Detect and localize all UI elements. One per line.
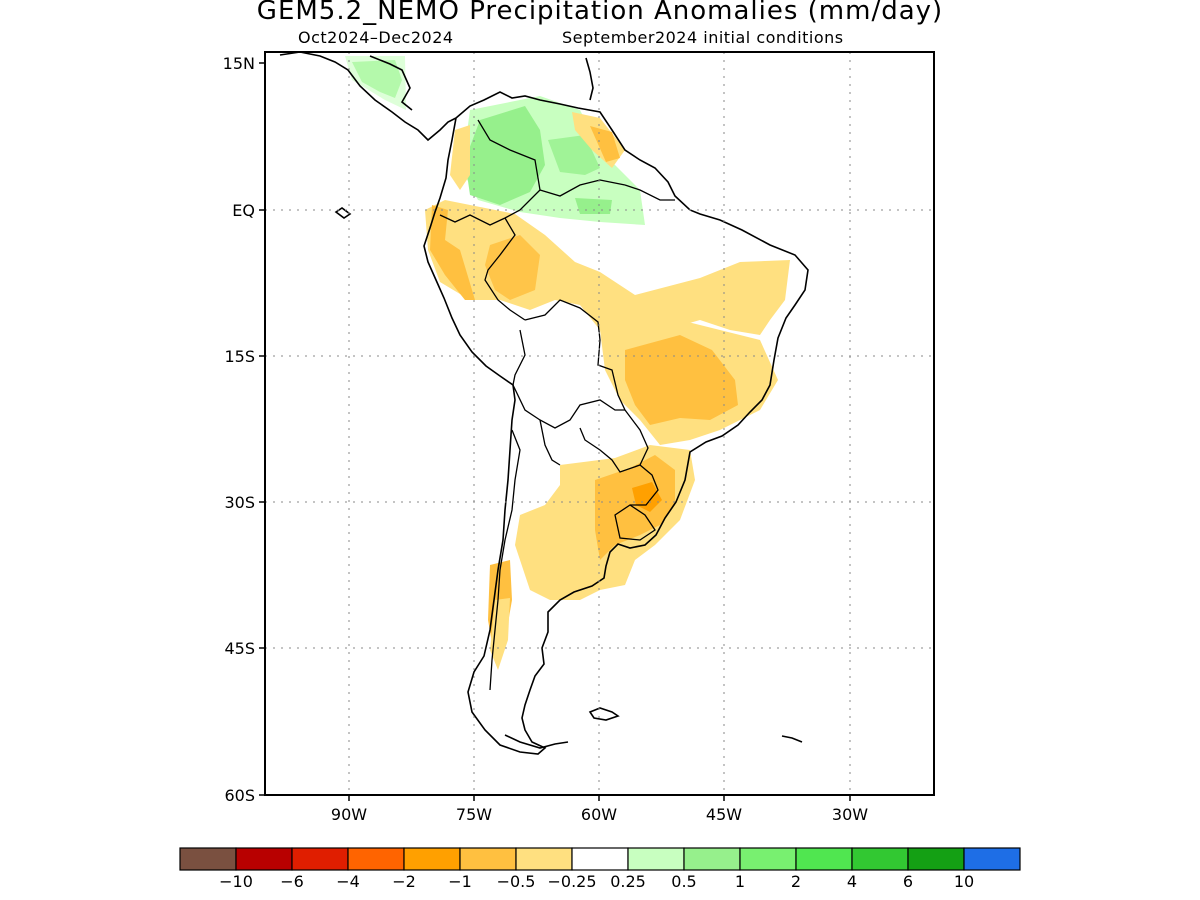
lon-label: 90W	[331, 805, 367, 824]
falklands	[588, 707, 620, 721]
lat-label: 60S	[224, 786, 255, 805]
caribbean-island-coast	[585, 57, 594, 101]
colorbar-label: −0.25	[547, 872, 597, 891]
colorbar-label: 1	[734, 872, 746, 891]
border-bolivia-chile-argentina	[512, 384, 625, 429]
colorbar-swatch	[179, 847, 237, 871]
border-chile-argentina	[489, 429, 521, 691]
border-peru-bolivia	[512, 329, 526, 386]
coastlines	[279, 51, 809, 755]
south-georgia	[781, 735, 803, 743]
colorbar-label: 0.25	[610, 872, 646, 891]
tierra-del-fuego	[504, 734, 569, 749]
anomaly-lightorange-chile-south	[490, 598, 510, 670]
lon-label: 60W	[581, 805, 617, 824]
lon-label: 30W	[832, 805, 868, 824]
initial-conditions-label: September2024 initial conditions	[562, 28, 844, 47]
map-title: GEM5.2_NEMO Precipitation Anomalies (mm/…	[256, 0, 944, 26]
colorbar-swatch	[459, 847, 517, 871]
border-peru-brazil	[484, 217, 526, 321]
anomaly-orange-central-brazil	[625, 335, 738, 425]
colorbar-label: −0.5	[496, 872, 536, 891]
colorbar-label: 2	[790, 872, 802, 891]
lat-label: 45S	[224, 639, 255, 658]
colorbar-label: 6	[902, 872, 914, 891]
colorbar-swatch	[851, 847, 909, 871]
axis-labels: 15N EQ 15S 30S 45S 60S 90W 75W 60W 45W 3…	[223, 54, 869, 824]
colorbar-label: 10	[953, 872, 975, 891]
border-colombia-peru-ecuador	[439, 214, 506, 226]
colorbar-swatch	[235, 847, 293, 871]
central-america-coast	[279, 51, 457, 142]
border-colombia-venezuela	[477, 119, 541, 219]
colorbar-swatch	[907, 847, 965, 871]
colorbar-label: 0.5	[671, 872, 697, 891]
anomaly-green-venezuela	[548, 135, 600, 175]
lat-label: EQ	[232, 201, 255, 220]
colorbar-label: −6	[280, 872, 304, 891]
colorbar	[179, 847, 1021, 871]
anomaly-darkorange-caribbean	[590, 126, 620, 162]
axis-ticks	[259, 62, 851, 801]
colorbar-swatch	[795, 847, 853, 871]
border-brazil-argentina	[630, 464, 659, 506]
forecast-period: Oct2024–Dec2024	[298, 28, 454, 47]
colorbar-label: −4	[336, 872, 360, 891]
lon-label: 45W	[706, 805, 742, 824]
colorbar-swatch	[291, 847, 349, 871]
colorbar-swatch	[739, 847, 797, 871]
anomaly-green-guiana	[575, 198, 612, 214]
anomaly-lightorange-amazon	[425, 200, 790, 340]
border-guianas	[624, 184, 675, 201]
anomaly-orange-amazon-west	[485, 235, 540, 300]
anomaly-orange-pacific-colombia	[450, 125, 470, 190]
colorbar-label: −1	[448, 872, 472, 891]
colorbar-swatch	[347, 847, 405, 871]
colorbar-swatch	[683, 847, 741, 871]
colorbar-swatch	[403, 847, 461, 871]
colorbar-swatch	[627, 847, 685, 871]
country-borders	[439, 119, 675, 691]
colorbar-swatch	[963, 847, 1021, 871]
south-america-coast	[423, 91, 809, 755]
lat-label: 15S	[224, 347, 255, 366]
border-venezuela-brazil	[539, 179, 626, 197]
border-bolivia-brazil	[524, 299, 626, 411]
border-paraguay	[579, 409, 649, 473]
colorbar-label: −10	[219, 872, 253, 891]
colorbar-label: −2	[392, 872, 416, 891]
lat-label: 15N	[223, 54, 255, 73]
lon-label: 75W	[456, 805, 492, 824]
lat-label: 30S	[224, 493, 255, 512]
anomaly-orange-peru	[430, 205, 475, 300]
colorbar-swatch	[515, 847, 573, 871]
anomaly-lightgreen-central-america	[345, 56, 406, 110]
border-argentina-north	[539, 419, 561, 466]
galapagos	[334, 207, 352, 219]
central-america-coast-north	[369, 55, 413, 111]
colorbar-label: 4	[846, 872, 858, 891]
colorbar-swatch	[571, 847, 629, 871]
